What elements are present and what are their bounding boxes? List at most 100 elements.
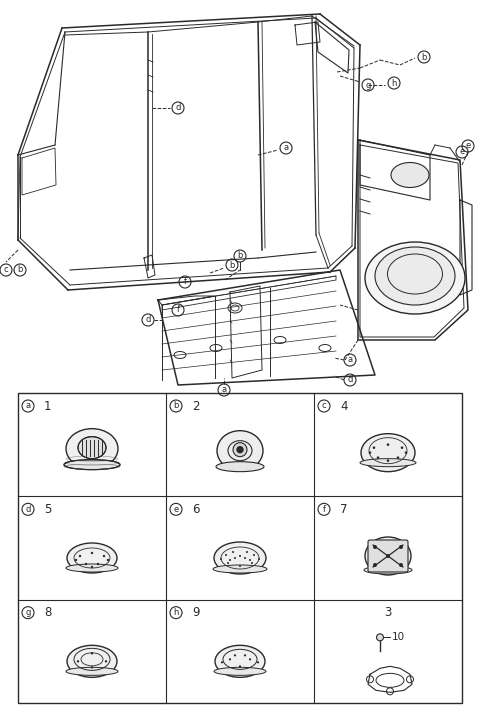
Circle shape xyxy=(396,456,399,459)
Circle shape xyxy=(85,563,87,565)
Text: g: g xyxy=(25,608,31,617)
Circle shape xyxy=(377,456,379,459)
Text: c: c xyxy=(322,402,326,411)
Text: b: b xyxy=(173,402,179,411)
Circle shape xyxy=(234,557,236,559)
Circle shape xyxy=(107,559,109,561)
Text: d: d xyxy=(175,103,180,112)
Text: g: g xyxy=(365,81,371,90)
Ellipse shape xyxy=(365,242,465,314)
Ellipse shape xyxy=(215,645,265,677)
Text: 4: 4 xyxy=(340,399,348,412)
Ellipse shape xyxy=(214,667,266,675)
Circle shape xyxy=(239,665,241,667)
Text: d: d xyxy=(25,505,31,514)
Circle shape xyxy=(79,555,81,557)
Text: b: b xyxy=(237,252,243,260)
Circle shape xyxy=(234,654,236,656)
Circle shape xyxy=(237,447,243,452)
Circle shape xyxy=(221,661,223,663)
Ellipse shape xyxy=(78,437,106,459)
Text: e: e xyxy=(466,141,470,151)
Text: b: b xyxy=(229,260,235,269)
Circle shape xyxy=(251,562,253,564)
Circle shape xyxy=(91,652,93,655)
Circle shape xyxy=(249,658,251,660)
Text: h: h xyxy=(391,78,396,88)
Text: a: a xyxy=(221,385,227,395)
Ellipse shape xyxy=(66,428,118,469)
Text: 3: 3 xyxy=(384,606,392,619)
Ellipse shape xyxy=(214,542,266,574)
Circle shape xyxy=(225,554,227,556)
Circle shape xyxy=(103,555,105,557)
Circle shape xyxy=(399,545,403,549)
Circle shape xyxy=(373,545,377,549)
Circle shape xyxy=(399,563,403,567)
Text: a: a xyxy=(283,144,288,153)
FancyBboxPatch shape xyxy=(368,540,408,572)
Circle shape xyxy=(253,554,255,556)
Circle shape xyxy=(97,563,99,565)
Circle shape xyxy=(372,446,375,449)
Text: 5: 5 xyxy=(44,503,51,516)
Ellipse shape xyxy=(375,247,455,305)
Ellipse shape xyxy=(360,459,416,467)
Circle shape xyxy=(401,446,403,449)
Bar xyxy=(18,393,462,703)
Circle shape xyxy=(387,460,389,462)
Text: e: e xyxy=(459,148,465,156)
Ellipse shape xyxy=(213,565,267,573)
Circle shape xyxy=(105,660,107,662)
Text: a: a xyxy=(348,356,353,365)
Circle shape xyxy=(376,634,384,641)
Circle shape xyxy=(258,558,260,560)
Text: 7: 7 xyxy=(340,503,348,516)
Circle shape xyxy=(91,551,93,554)
Ellipse shape xyxy=(67,543,117,573)
Ellipse shape xyxy=(361,433,415,472)
Circle shape xyxy=(244,654,246,656)
Circle shape xyxy=(91,566,93,568)
Text: 10: 10 xyxy=(392,632,405,643)
Circle shape xyxy=(233,443,247,457)
Circle shape xyxy=(91,666,93,669)
Circle shape xyxy=(257,661,259,663)
Circle shape xyxy=(232,551,234,553)
Circle shape xyxy=(220,558,222,560)
Text: b: b xyxy=(17,266,23,274)
Ellipse shape xyxy=(364,566,412,574)
Text: a: a xyxy=(25,402,31,411)
Circle shape xyxy=(229,658,231,660)
Text: d: d xyxy=(145,315,151,325)
Circle shape xyxy=(387,443,389,446)
Circle shape xyxy=(405,451,408,454)
Ellipse shape xyxy=(66,564,118,572)
Text: f: f xyxy=(183,278,187,286)
Text: d: d xyxy=(348,375,353,385)
Text: 9: 9 xyxy=(192,606,200,619)
Circle shape xyxy=(386,554,390,558)
Circle shape xyxy=(244,557,246,559)
Ellipse shape xyxy=(64,460,120,469)
Circle shape xyxy=(239,565,241,567)
Text: 1: 1 xyxy=(44,399,51,412)
Text: 2: 2 xyxy=(192,399,200,412)
Text: c: c xyxy=(4,266,8,274)
Ellipse shape xyxy=(66,667,118,675)
Circle shape xyxy=(373,563,377,567)
Text: 8: 8 xyxy=(44,606,51,619)
Ellipse shape xyxy=(67,645,117,677)
Ellipse shape xyxy=(365,537,411,575)
Circle shape xyxy=(229,559,231,561)
Text: b: b xyxy=(421,52,427,62)
Text: h: h xyxy=(173,608,179,617)
Text: e: e xyxy=(173,505,179,514)
Circle shape xyxy=(77,660,79,662)
Text: f: f xyxy=(177,305,180,315)
Circle shape xyxy=(249,559,251,561)
Circle shape xyxy=(75,559,77,561)
Text: f: f xyxy=(323,505,325,514)
Circle shape xyxy=(246,551,248,553)
Circle shape xyxy=(227,562,229,564)
